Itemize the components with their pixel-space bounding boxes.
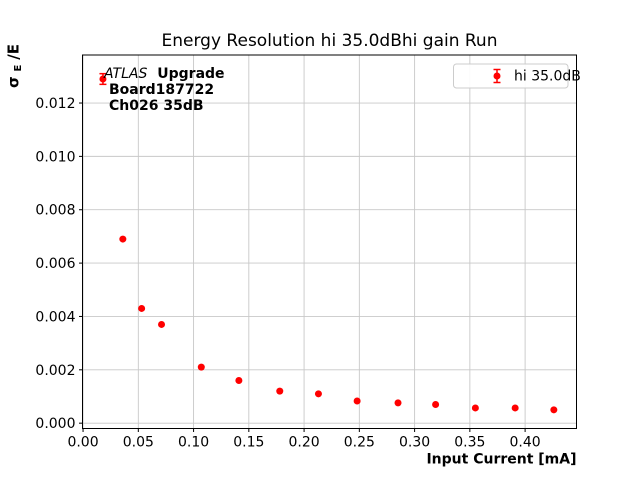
- y-axis-label-sigma: σ: [5, 76, 23, 88]
- x-tick-label: 0.00: [67, 435, 98, 451]
- y-axis-label: σ E /E: [5, 44, 26, 88]
- data-series-layer: [99, 72, 558, 414]
- x-tick-label: 0.15: [233, 435, 264, 451]
- annotation-upgrade: Upgrade: [157, 66, 224, 82]
- y-tick-label: 0.010: [35, 149, 75, 165]
- legend: hi 35.0dB: [453, 63, 581, 89]
- annotation-block: ATLAS Upgrade Board187722 Ch026 35dB: [103, 66, 225, 114]
- data-point: [511, 404, 519, 412]
- x-tick-label: 0.35: [454, 435, 485, 451]
- x-tick-label: 0.40: [510, 435, 541, 451]
- data-point: [158, 320, 166, 328]
- data-point: [432, 400, 440, 408]
- data-point: [353, 397, 361, 405]
- x-tick-label: 0.05: [123, 435, 154, 451]
- tick-layer: 0.00 0.05 0.10 0.15 0.20 0.25 0.30 0.35 0.40 0.00…: [35, 96, 540, 450]
- data-point: [276, 387, 284, 395]
- y-tick-label: 0.008: [35, 203, 75, 219]
- y-tick-label: 0.012: [35, 96, 75, 112]
- annotation-line-2: Board187722: [109, 82, 214, 98]
- plot-area-border: [82, 54, 577, 429]
- y-axis-label-suffix: /E: [5, 44, 23, 60]
- annotation-line-3: Ch026 35dB: [109, 98, 204, 114]
- x-tick-label: 0.25: [344, 435, 375, 451]
- annotation-atlas: ATLAS: [103, 66, 147, 82]
- x-tick-label: 0.10: [178, 435, 209, 451]
- y-tick-label: 0.002: [35, 363, 75, 379]
- legend-entry-label: hi 35.0dB: [514, 69, 581, 85]
- chart-title: Energy Resolution hi 35.0dBhi gain Run: [162, 31, 498, 51]
- data-point: [550, 406, 558, 414]
- data-point: [119, 235, 127, 243]
- x-tick-label: 0.30: [399, 435, 430, 451]
- data-point: [138, 304, 146, 312]
- annotation-line-1: ATLAS Upgrade: [103, 66, 225, 82]
- data-point: [197, 363, 205, 371]
- y-tick-label: 0.004: [35, 309, 75, 325]
- y-tick-label: 0.000: [35, 416, 75, 432]
- data-point: [314, 390, 322, 398]
- x-axis-label: Input Current [mA]: [426, 452, 576, 468]
- legend-box: [453, 63, 569, 89]
- data-point: [235, 376, 243, 384]
- x-tick-label: 0.20: [288, 435, 319, 451]
- grid-layer: [82, 55, 577, 429]
- y-axis-label-subscript: E: [13, 64, 24, 71]
- data-point: [471, 404, 479, 412]
- legend-errorbar-marker-icon: [493, 68, 501, 84]
- data-point: [394, 399, 402, 407]
- y-tick-label: 0.006: [35, 256, 75, 272]
- data-point: [99, 75, 107, 83]
